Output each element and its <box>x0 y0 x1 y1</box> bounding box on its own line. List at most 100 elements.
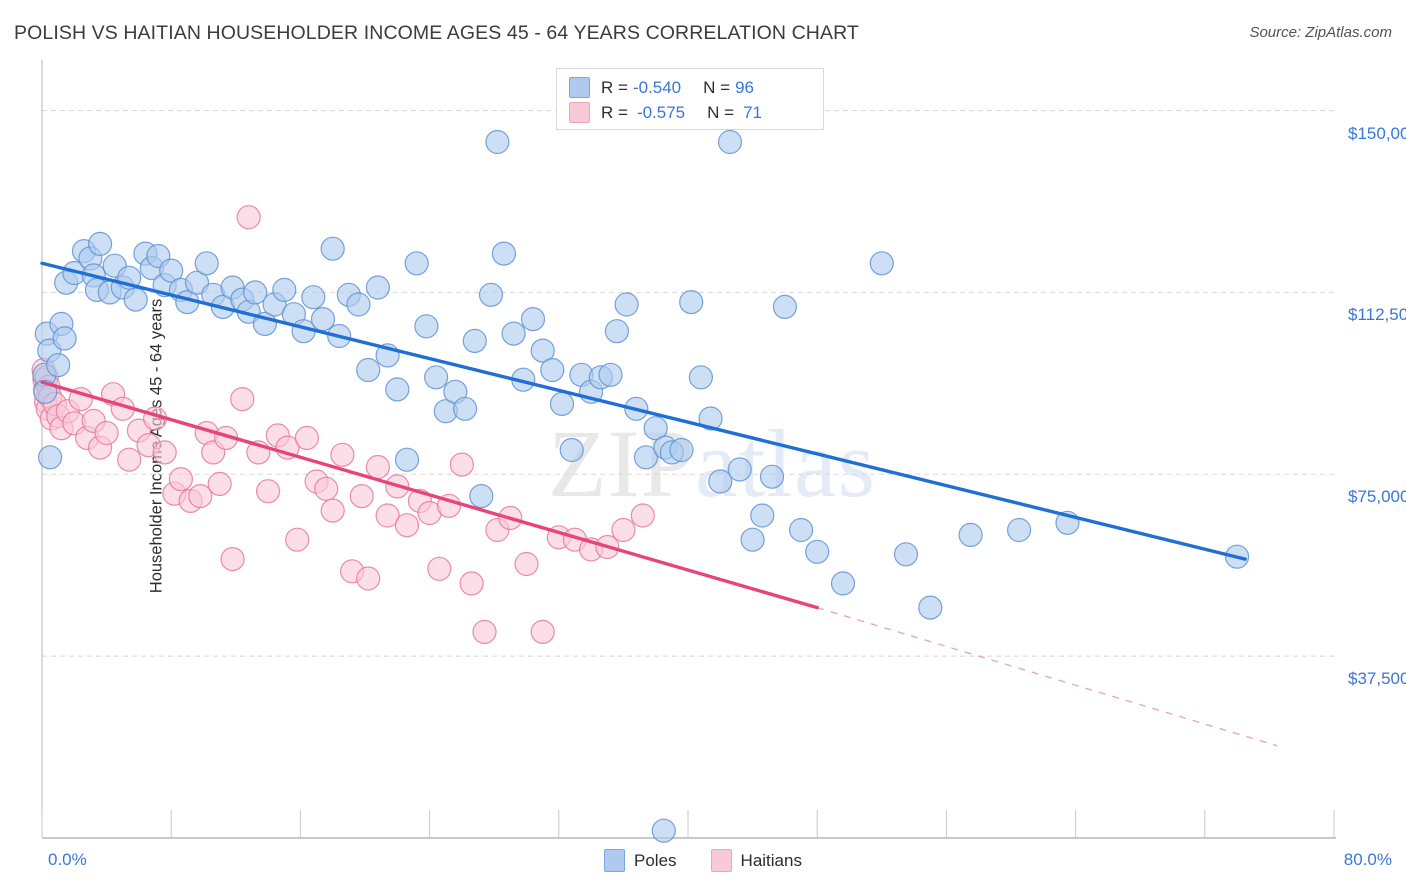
scatter-point[interactable] <box>46 353 71 378</box>
scatter-point[interactable] <box>375 503 400 528</box>
y-tick-label-75000: $75,000 <box>1348 487 1406 507</box>
scatter-point[interactable] <box>349 484 374 509</box>
scatter-point[interactable] <box>918 595 943 620</box>
stat-r-label-haitians: R = <box>601 102 628 122</box>
scatter-point[interactable] <box>294 425 319 450</box>
scatter-point[interactable] <box>427 556 452 581</box>
scatter-point[interactable] <box>651 818 676 843</box>
scatter-point[interactable] <box>717 129 743 155</box>
scatter-point[interactable] <box>540 357 565 383</box>
y-tick-label-37500: $37,500 <box>1348 669 1406 689</box>
scatter-point[interactable] <box>530 619 555 645</box>
scatter-point[interactable] <box>220 546 245 572</box>
scatter-point[interactable] <box>750 503 775 528</box>
scatter-point[interactable] <box>958 522 983 548</box>
scatter-point[interactable] <box>320 498 345 523</box>
scatter-point[interactable] <box>669 437 694 463</box>
page-title: POLISH VS HAITIAN HOUSEHOLDER INCOME AGE… <box>14 22 859 44</box>
scatter-point[interactable] <box>320 236 345 261</box>
scatter-point[interactable] <box>893 542 919 567</box>
series-legend-item-poles[interactable]: Poles <box>604 849 677 872</box>
scatter-point[interactable] <box>301 285 326 310</box>
scatter-point[interactable] <box>788 517 814 543</box>
scatter-point[interactable] <box>356 566 381 591</box>
scatter-point[interactable] <box>285 527 310 552</box>
scatter-point[interactable] <box>207 471 232 496</box>
scatter-point[interactable] <box>491 241 516 266</box>
scatter-point[interactable] <box>520 307 546 332</box>
scatter-point[interactable] <box>152 440 177 465</box>
scatter-point[interactable] <box>159 258 184 283</box>
scatter-point[interactable] <box>462 328 487 353</box>
scatter-point[interactable] <box>759 464 785 489</box>
scatter-point[interactable] <box>630 503 655 528</box>
scatter-point[interactable] <box>194 251 219 276</box>
scatter-point[interactable] <box>727 457 752 482</box>
scatter-point[interactable] <box>394 447 420 472</box>
scatter-point[interactable] <box>314 476 339 501</box>
scatter-point[interactable] <box>424 365 449 390</box>
scatter-point[interactable] <box>404 251 429 276</box>
scatter-point[interactable] <box>394 513 420 538</box>
scatter-point[interactable] <box>472 619 497 645</box>
series-legend-item-haitians[interactable]: Haitians <box>710 849 802 872</box>
y-tick-label-112500: $112,500 <box>1348 305 1406 325</box>
scatter-point[interactable] <box>236 205 261 230</box>
scatter-point[interactable] <box>485 129 510 155</box>
scatter-point[interactable] <box>272 277 297 302</box>
scatter-point[interactable] <box>830 571 856 596</box>
scatter-point[interactable] <box>772 294 798 319</box>
scatter-point[interactable] <box>688 365 714 390</box>
scatter-point[interactable] <box>330 442 355 467</box>
scatter-point[interactable] <box>501 321 526 346</box>
scatter-point[interactable] <box>643 416 668 441</box>
stat-r-value-haitians: -0.575 <box>636 102 686 122</box>
scatter-point[interactable] <box>256 479 281 504</box>
scatter-point[interactable] <box>117 447 142 472</box>
scatter-point[interactable] <box>679 290 704 315</box>
scatter-point[interactable] <box>869 251 894 276</box>
scatter-point[interactable] <box>478 282 504 307</box>
scatter-point[interactable] <box>168 467 193 492</box>
scatter-point[interactable] <box>598 362 623 387</box>
x-tick-label-min: 0.0% <box>48 850 87 869</box>
scatter-point[interactable] <box>123 287 148 312</box>
scatter-point[interactable] <box>559 437 584 463</box>
scatter-point[interactable] <box>449 452 474 477</box>
statistics-legend: R = -0.540 N = 96 R = -0.575 N = 71 <box>556 68 824 130</box>
scatter-point[interactable] <box>740 527 765 552</box>
scatter-point[interactable] <box>243 280 268 305</box>
scatter-point[interactable] <box>230 387 255 412</box>
scatter-point[interactable] <box>549 391 575 416</box>
trendline-extension-haitians <box>816 606 1278 747</box>
scatter-point[interactable] <box>346 292 371 317</box>
scatter-point[interactable] <box>1006 517 1032 543</box>
scatter-point[interactable] <box>698 406 723 431</box>
scatter-point[interactable] <box>94 420 119 446</box>
scatter-point[interactable] <box>184 270 210 295</box>
scatter-point[interactable] <box>87 231 113 256</box>
scatter-point[interactable] <box>356 357 381 383</box>
watermark-atlas: atlas <box>695 410 876 517</box>
scatter-point[interactable] <box>310 307 336 332</box>
scatter-point[interactable] <box>611 517 636 543</box>
scatter-point[interactable] <box>514 551 539 577</box>
scatter-point[interactable] <box>365 275 390 300</box>
scatter-point[interactable] <box>469 484 494 509</box>
scatter-point[interactable] <box>614 292 639 317</box>
scatter-point[interactable] <box>805 539 830 564</box>
scatter-point[interactable] <box>708 469 733 494</box>
scatter-point[interactable] <box>365 454 390 480</box>
scatter-point[interactable] <box>414 314 439 339</box>
scatter-point[interactable] <box>188 484 213 509</box>
scatter-point[interactable] <box>604 319 630 344</box>
scatter-point[interactable] <box>459 571 484 596</box>
stat-n-value-haitians: 71 <box>743 102 762 122</box>
scatter-point[interactable] <box>52 326 77 351</box>
scatter-point[interactable] <box>633 445 659 470</box>
scatter-point[interactable] <box>385 377 410 402</box>
scatter-point[interactable] <box>453 396 478 421</box>
scatter-point[interactable] <box>530 338 555 363</box>
stat-n-value-poles: 96 <box>735 77 754 97</box>
scatter-point[interactable] <box>37 445 63 470</box>
